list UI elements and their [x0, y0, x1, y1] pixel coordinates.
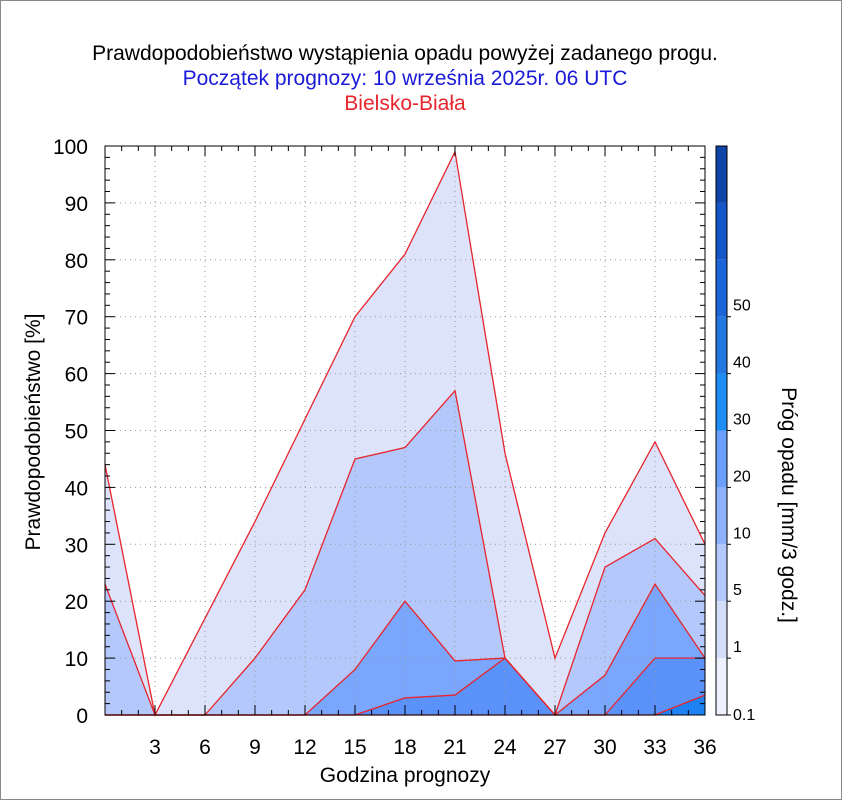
y-tick-label: 80 [65, 250, 88, 273]
colorbar-segment [716, 658, 727, 715]
y-tick-label: 60 [65, 364, 88, 387]
x-tick-label: 27 [543, 736, 566, 759]
colorbar [715, 145, 728, 716]
chart-title: Prawdopodobieństwo wystąpienia opadu pow… [92, 42, 718, 65]
colorbar-segment [716, 146, 727, 203]
colorbar-segment [716, 373, 727, 431]
colorbar-title: Próg opadu [mm/3 godz.] [777, 387, 800, 623]
axis-ticks [104, 145, 706, 716]
colorbar-tick-label: 10 [733, 525, 751, 542]
colorbar-tick-label: 5 [733, 582, 742, 599]
x-tick-label: 36 [693, 736, 716, 759]
x-tick-label: 15 [343, 736, 366, 759]
area-threshold-1 [105, 390, 705, 715]
colorbar-tick-label: 1 [733, 639, 742, 656]
colorbar-tick-label: 40 [733, 355, 751, 372]
x-tick-label: 18 [393, 736, 416, 759]
y-tick-labels: 0 10 20 30 40 50 60 70 80 90 100 [53, 136, 88, 728]
line-threshold-0.1 [104, 149, 706, 717]
colorbar-tick-label: 30 [733, 412, 751, 429]
y-tick-label: 40 [65, 477, 88, 500]
x-tick-label: 30 [593, 736, 616, 759]
x-tick-label: 12 [293, 736, 316, 759]
y-tick-label: 30 [65, 534, 88, 557]
x-tick-label: 33 [643, 736, 666, 759]
y-tick-label: 90 [65, 193, 88, 216]
threshold-areas [105, 151, 705, 715]
colorbar-tick-label: 50 [733, 298, 751, 315]
area-threshold-10 [105, 658, 705, 715]
colorbar-segment [716, 259, 727, 317]
y-tick-label: 10 [65, 648, 88, 671]
y-tick-label: 70 [65, 307, 88, 330]
x-tick-label: 24 [493, 736, 517, 759]
forecast-start-subtitle: Początek prognozy: 10 września 2025r. 06… [182, 67, 628, 90]
area-threshold-5 [105, 584, 705, 715]
x-tick-labels: 3 6 9 12 15 18 21 24 27 30 33 36 [149, 736, 717, 759]
y-tick-label: 50 [65, 421, 88, 444]
colorbar-tick-label: 0.1 [733, 707, 755, 724]
colorbar-tick-label: 20 [733, 468, 751, 485]
area-threshold-0.1 [105, 151, 705, 715]
colorbar-segment [716, 430, 727, 488]
colorbar-segment [716, 544, 727, 602]
location-label: Bielsko-Biała [344, 92, 466, 115]
x-tick-label: 21 [443, 736, 466, 759]
x-axis-title: Godzina prognozy [320, 764, 491, 787]
x-tick-label: 9 [249, 736, 261, 759]
colorbar-segment [716, 487, 727, 545]
x-tick-label: 3 [149, 736, 161, 759]
x-tick-label: 6 [199, 736, 211, 759]
colorbar-segment [716, 316, 727, 374]
y-tick-label: 20 [65, 591, 88, 614]
colorbar-segment [716, 202, 727, 260]
y-tick-label: 0 [76, 705, 88, 728]
colorbar-tick-labels: 0.1 1 5 10 20 30 40 50 [727, 298, 755, 724]
colorbar-segment [716, 601, 727, 659]
y-axis-title: Prawdopodobieństwo [%] [22, 314, 45, 551]
y-tick-label: 100 [53, 136, 88, 159]
